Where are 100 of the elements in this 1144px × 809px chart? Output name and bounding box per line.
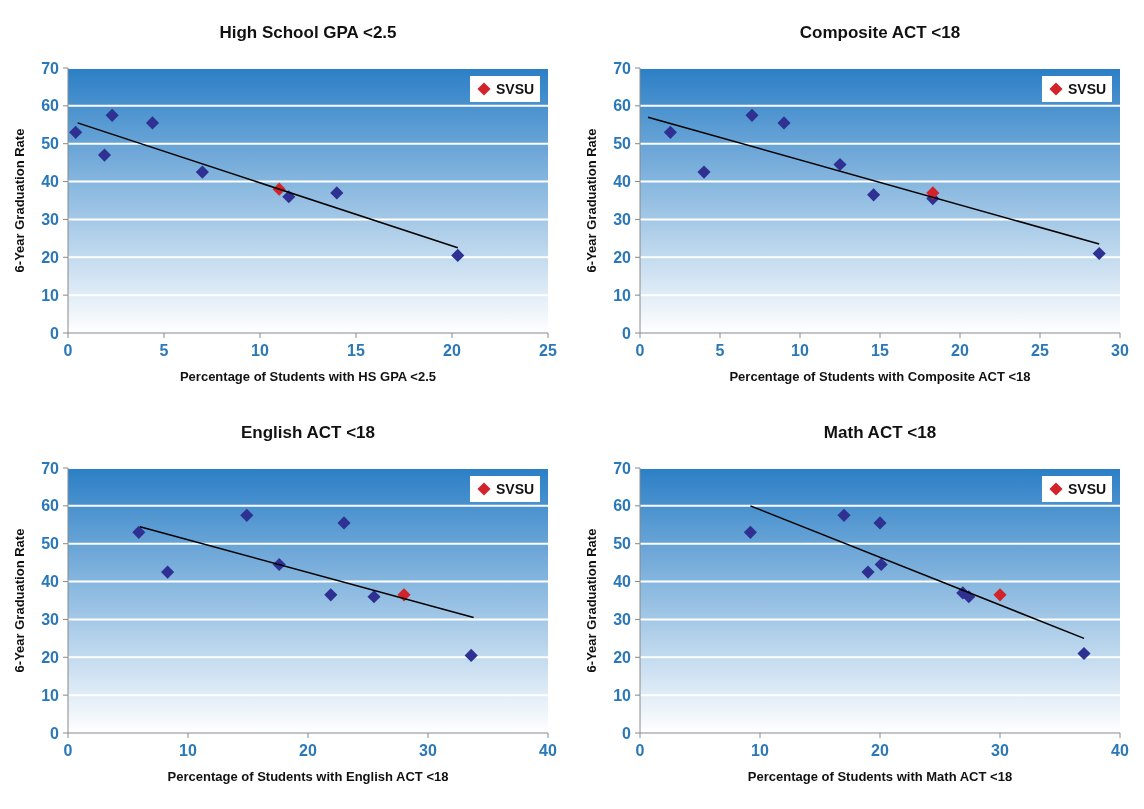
x-tick-label: 20 (951, 342, 969, 359)
point (867, 188, 881, 202)
point (97, 148, 112, 162)
x-tick-label: 20 (871, 742, 889, 759)
y-tick-label: 20 (613, 248, 632, 266)
x-tick-label: 25 (539, 342, 557, 359)
y-tick-label: 0 (622, 324, 632, 342)
y-tick-label: 40 (41, 573, 60, 591)
x-tick-label: 10 (791, 342, 809, 359)
point (833, 157, 847, 172)
y-tick-label: 50 (613, 535, 632, 553)
y-tick-label: 50 (41, 535, 60, 553)
y-tick-label: 70 (613, 59, 632, 77)
x-tick-label: 0 (63, 342, 73, 359)
point (145, 116, 160, 130)
point (743, 525, 757, 539)
x-tick-label: 30 (419, 742, 437, 759)
point (367, 590, 381, 604)
point (330, 186, 344, 200)
legend-label: SVSU (1068, 480, 1107, 497)
chart-title: High School GPA <2.5 (219, 23, 397, 42)
x-tick-label: 25 (1031, 342, 1049, 359)
x-tick-label: 40 (539, 742, 557, 759)
y-tick-label: 20 (613, 648, 632, 666)
y-tick-label: 60 (613, 97, 632, 115)
point (874, 557, 888, 572)
x-tick-label: 10 (179, 742, 197, 759)
x-tick-label: 15 (871, 342, 889, 359)
point (873, 516, 887, 530)
y-tick-label: 20 (41, 248, 60, 266)
y-tick-label: 50 (41, 135, 60, 153)
chart-title: Composite ACT <18 (799, 23, 961, 42)
y-tick-label: 10 (41, 686, 60, 704)
x-axis-title: Percentage of Students with Composite ACT <18 (729, 369, 1031, 384)
point (777, 116, 791, 130)
x-tick-label: 0 (63, 742, 73, 759)
y-tick-label: 0 (50, 724, 60, 742)
y-tick-label: 70 (41, 459, 60, 477)
x-tick-label: 30 (1111, 342, 1129, 359)
y-axis-title: 6-Year Graduation Rate (584, 528, 599, 673)
point (861, 565, 875, 579)
y-tick-label: 70 (41, 59, 60, 77)
x-tick-label: 20 (299, 742, 317, 759)
legend-label: SVSU (1068, 80, 1107, 97)
point (837, 508, 851, 522)
y-tick-label: 0 (622, 724, 632, 742)
chart-title: English ACT <18 (241, 423, 375, 442)
y-axis-title: 6-Year Graduation Rate (12, 128, 27, 273)
y-axis-title: 6-Year Graduation Rate (584, 128, 599, 273)
x-tick-label: 20 (443, 342, 461, 359)
point (132, 525, 146, 539)
x-tick-label: 40 (1111, 742, 1129, 759)
y-tick-label: 30 (41, 211, 60, 229)
y-tick-label: 60 (41, 97, 60, 115)
point (337, 516, 351, 530)
point (161, 565, 175, 579)
y-tick-label: 10 (613, 686, 632, 704)
x-tick-label: 0 (635, 742, 645, 759)
point (464, 648, 478, 662)
chart-title: Math ACT <18 (823, 423, 937, 442)
point (451, 248, 465, 262)
x-tick-label: 5 (715, 342, 725, 359)
x-tick-label: 5 (159, 342, 169, 359)
point (993, 588, 1007, 602)
point (697, 165, 711, 179)
y-axis-title: 6-Year Graduation Rate (12, 528, 27, 673)
point (1077, 646, 1091, 661)
y-tick-label: 60 (613, 497, 632, 515)
point (663, 125, 677, 139)
x-tick-label: 0 (635, 342, 645, 359)
y-tick-label: 30 (613, 611, 632, 629)
y-tick-label: 50 (613, 135, 632, 153)
y-tick-label: 40 (613, 573, 632, 591)
point (240, 508, 254, 522)
y-tick-label: 20 (41, 648, 60, 666)
y-tick-label: 60 (41, 497, 60, 515)
legend-label: SVSU (496, 80, 535, 97)
point (324, 588, 338, 602)
point (745, 108, 759, 122)
y-tick-label: 40 (41, 173, 60, 191)
point (926, 186, 940, 200)
x-tick-label: 15 (347, 342, 365, 359)
y-tick-label: 0 (50, 324, 60, 342)
x-axis-title: Percentage of Students with English ACT <18 (167, 769, 449, 784)
x-axis-title: Percentage of Students with HS GPA <2.5 (179, 369, 437, 384)
y-tick-label: 10 (41, 286, 60, 304)
point (69, 125, 83, 139)
y-tick-label: 10 (613, 286, 632, 304)
y-tick-label: 30 (41, 611, 60, 629)
x-tick-label: 10 (251, 342, 269, 359)
y-tick-label: 40 (613, 173, 632, 191)
point (195, 165, 209, 179)
x-tick-label: 30 (991, 742, 1009, 759)
x-tick-label: 10 (751, 742, 769, 759)
point (105, 108, 119, 122)
point (1092, 246, 1106, 261)
y-tick-label: 30 (613, 211, 632, 229)
y-tick-label: 70 (613, 459, 632, 477)
x-axis-title: Percentage of Students with Math ACT <18 (747, 769, 1013, 784)
legend-label: SVSU (496, 480, 535, 497)
